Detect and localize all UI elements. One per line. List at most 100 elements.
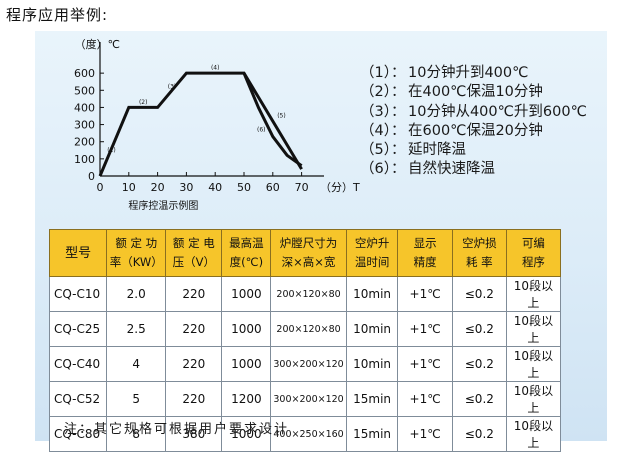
header-model: 型号	[48, 229, 108, 277]
series-line-5	[98, 71, 303, 177]
cell-max-temp: 1200	[221, 381, 272, 417]
cell-display-precision: +1℃	[397, 311, 453, 347]
header-heatup-time: 空炉升 温时间	[345, 229, 399, 277]
cell-display-precision: +1℃	[397, 381, 453, 417]
header-voltage: 额 定 电压（V）	[165, 229, 223, 277]
y-axis-unit-label: （度）℃	[75, 37, 120, 51]
step-item: （5）： 延时降温	[360, 141, 587, 160]
cell-loss-rate: ≤0.2	[451, 346, 507, 382]
cell-power: 5	[106, 381, 167, 417]
cell-heatup-time: 10min	[345, 311, 399, 347]
step-number: （5）：	[360, 142, 406, 159]
y-tick-label: 300	[74, 119, 95, 132]
cell-max-temp: 1000	[221, 311, 272, 347]
y-tick-label: 600	[74, 67, 95, 80]
x-tick-label: 20	[151, 181, 165, 194]
y-tick-label: 0	[88, 170, 95, 183]
y-tick-label: 400	[74, 101, 95, 114]
series-line-6	[242, 72, 303, 167]
segment-annotation: (4)	[211, 65, 220, 72]
step-text: 在600℃保温20分钟	[408, 122, 543, 139]
cell-model: CQ-C25	[48, 311, 108, 347]
cell-chamber-size: 400×250×160	[270, 416, 347, 452]
step-item: （3）： 10分钟从400℃升到600℃	[360, 103, 587, 122]
step-text: 10分钟升到400℃	[408, 65, 529, 81]
table-row: CQ-C40 4 220 1000 300×200×120 10min +1℃ …	[48, 346, 562, 382]
table-row: CQ-C52 5 220 1200 300×200×120 15min +1℃ …	[48, 381, 562, 417]
cell-power: 8	[106, 416, 167, 452]
cell-loss-rate: ≤0.2	[451, 276, 507, 312]
cell-loss-rate: ≤0.2	[451, 311, 507, 347]
cell-voltage: 220	[165, 276, 223, 312]
cell-heatup-time: 15min	[345, 416, 399, 452]
cell-max-temp: 1000	[221, 346, 272, 382]
y-tick-label: 200	[74, 136, 95, 149]
step-item: （1）： 10分钟升到400℃	[360, 64, 587, 83]
segment-annotation: (2)	[139, 99, 148, 106]
cell-heatup-time: 10min	[345, 346, 399, 382]
step-item: （2）： 在400℃保温10分钟	[360, 83, 587, 102]
cell-model: CQ-C52	[48, 381, 108, 417]
spec-table: 型号 额 定 功率（KW） 额 定 电压（V） 最高温 度(℃) 炉膛尺寸为 深×高…	[48, 229, 562, 452]
cell-heatup-time: 10min	[345, 276, 399, 312]
step-number: （2）：	[360, 84, 406, 101]
table-row: CQ-C80 8 380 1000 400×250×160 15min +1℃ …	[48, 416, 562, 452]
cell-voltage: 220	[165, 381, 223, 417]
x-tick-label: 30	[179, 181, 193, 194]
step-text: 自然快速降温	[408, 161, 495, 178]
x-tick-label: 10	[122, 181, 136, 194]
header-display-precision: 显示 精度	[397, 229, 453, 277]
footnote: 注：其它规格可根据用户要求设计	[64, 422, 290, 437]
step-text: 延时降温	[408, 142, 466, 159]
x-tick-label: 0	[97, 181, 104, 194]
header-loss-rate: 空炉损耗 率	[451, 229, 507, 277]
table-header-row: 型号 额 定 功率（KW） 额 定 电压（V） 最高温 度(℃) 炉膛尺寸为 深×高…	[48, 229, 562, 277]
cell-voltage: 220	[165, 346, 223, 382]
cell-loss-rate: ≤0.2	[451, 381, 507, 417]
cell-chamber-size: 200×120×80	[270, 311, 347, 347]
x-axis-unit-label: （分）T	[320, 181, 360, 194]
cell-heatup-time: 15min	[345, 381, 399, 417]
y-tick-label: 100	[74, 153, 95, 166]
cell-programmable: 10段以上	[505, 416, 562, 452]
cell-max-temp: 1000	[221, 416, 272, 452]
cell-power: 2.5	[106, 311, 167, 347]
segment-annotation: (3)	[168, 84, 177, 91]
cell-model: CQ-C40	[48, 346, 108, 382]
cell-chamber-size: 300×200×120	[270, 346, 347, 382]
header-chamber-size: 炉膛尺寸为 深×高×宽	[270, 229, 347, 277]
cell-model: CQ-C10	[48, 276, 108, 312]
cell-loss-rate: ≤0.2	[451, 416, 507, 452]
step-item: （4）： 在600℃保温20分钟	[360, 122, 587, 141]
table-row: CQ-C10 2.0 220 1000 200×120×80 10min +1℃…	[48, 276, 562, 312]
cell-chamber-size: 300×200×120	[270, 381, 347, 417]
temperature-program-chart: 0 100 200 300 400 500 600 0 10 20 30 40 50 60 70 （度）℃ （分…	[74, 37, 360, 212]
chart-caption: 程序控温示例图	[128, 199, 198, 212]
table-row: CQ-C25 2.5 220 1000 200×120×80 10min +1℃…	[48, 311, 562, 347]
step-number: （4）：	[360, 122, 406, 139]
step-number: （1）：	[360, 65, 406, 81]
cell-voltage: 220	[165, 311, 223, 347]
cell-programmable: 10段以上	[505, 381, 562, 417]
step-number: （6）：	[360, 161, 406, 178]
cell-power: 2.0	[106, 276, 167, 312]
cell-programmable: 10段以上	[505, 311, 562, 347]
segment-annotation: (1)	[107, 147, 116, 154]
cell-max-temp: 1000	[221, 276, 272, 312]
cell-display-precision: +1℃	[397, 346, 453, 382]
cell-programmable: 10段以上	[505, 346, 562, 382]
cell-power: 4	[106, 346, 167, 382]
cell-programmable: 10段以上	[505, 276, 562, 312]
cell-model: CQ-C80	[48, 416, 108, 452]
page-heading: 程序应用举例:	[6, 6, 109, 24]
step-text: 在400℃保温10分钟	[408, 84, 543, 101]
cell-voltage: 380	[165, 416, 223, 452]
program-steps-list: （1）： 10分钟升到400℃ （2）： 在400℃保温10分钟 （3）： 10分钟从…	[360, 64, 587, 180]
step-number: （3）：	[360, 103, 406, 120]
cell-chamber-size: 200×120×80	[270, 276, 347, 312]
step-item: （6）： 自然快速降温	[360, 160, 587, 179]
x-tick-label: 60	[266, 181, 280, 194]
segment-annotation: (6)	[257, 126, 266, 133]
header-max-temp: 最高温 度(℃)	[221, 229, 272, 277]
x-tick-label: 50	[237, 181, 251, 194]
